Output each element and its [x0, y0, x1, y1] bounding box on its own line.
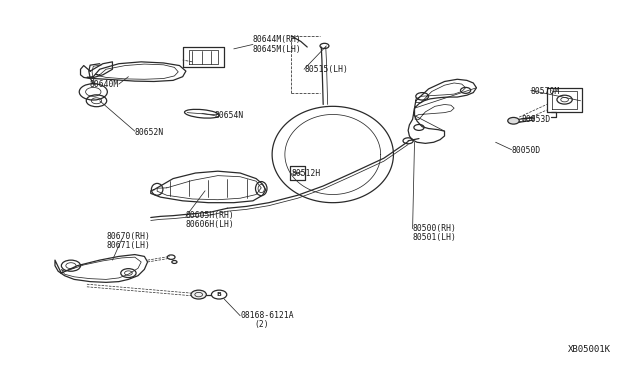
- Text: 80606H(LH): 80606H(LH): [186, 221, 235, 230]
- Text: 80605H(RH): 80605H(RH): [186, 211, 235, 220]
- Text: (2): (2): [255, 320, 269, 329]
- Circle shape: [508, 118, 519, 124]
- Text: XB05001K: XB05001K: [568, 344, 611, 353]
- Text: 08168-6121A: 08168-6121A: [240, 311, 294, 320]
- Text: 80515(LH): 80515(LH): [304, 65, 348, 74]
- Text: 80640M: 80640M: [90, 80, 119, 89]
- Text: 80053D: 80053D: [521, 115, 550, 124]
- Circle shape: [211, 290, 227, 299]
- Text: 80654N: 80654N: [214, 111, 244, 120]
- Circle shape: [191, 290, 206, 299]
- Text: 80670(RH): 80670(RH): [106, 231, 150, 241]
- Text: 80652N: 80652N: [135, 128, 164, 137]
- Text: 80501(LH): 80501(LH): [413, 233, 456, 243]
- Text: 80500(RH): 80500(RH): [413, 224, 456, 233]
- Text: 80512H: 80512H: [291, 169, 321, 177]
- Text: B: B: [217, 292, 221, 297]
- Text: 80645M(LH): 80645M(LH): [253, 45, 301, 54]
- Text: 80671(LH): 80671(LH): [106, 241, 150, 250]
- Text: 80050D: 80050D: [511, 146, 541, 155]
- Text: 80644M(RH): 80644M(RH): [253, 35, 301, 44]
- Text: 80570M: 80570M: [531, 87, 560, 96]
